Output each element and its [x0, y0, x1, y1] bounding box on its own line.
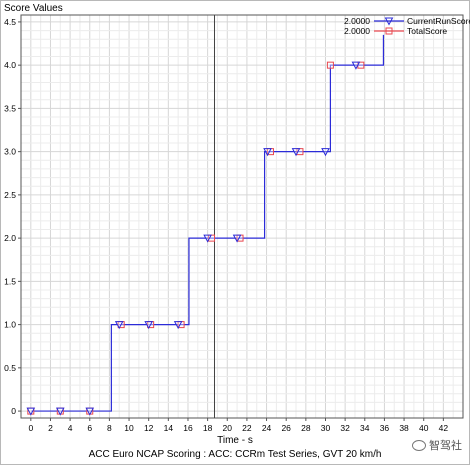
marker-currentrunscore [232, 234, 242, 243]
x-tick-label: 22 [242, 423, 252, 433]
x-tick-label: 38 [399, 423, 409, 433]
y-tick-label: 2.0 [4, 233, 16, 243]
x-axis-title: Time - s [217, 435, 253, 446]
watermark: 智驾社 [412, 437, 462, 453]
y-tick-label: 0.5 [4, 363, 16, 373]
marker-currentrunscore [291, 148, 301, 157]
marker-currentrunscore [85, 407, 95, 416]
marker-currentrunscore [114, 321, 124, 330]
marker-currentrunscore [173, 321, 183, 330]
chart-caption: ACC Euro NCAP Scoring : ACC: CCRm Test S… [88, 449, 382, 460]
x-tick-label: 24 [262, 423, 272, 433]
marker-totalscore [326, 61, 334, 69]
plot-border [20, 14, 464, 419]
x-tick-label: 34 [360, 423, 370, 433]
x-tick-label: 40 [419, 423, 429, 433]
series-line-currentrunscore [30, 34, 385, 412]
x-tick-label: 12 [144, 423, 154, 433]
speech-bubble-icon [412, 439, 426, 451]
grid [20, 15, 464, 418]
series-layer [26, 34, 385, 416]
marker-currentrunscore [55, 407, 65, 416]
x-tick-label: 6 [87, 423, 92, 433]
legend-value: 2.0000 [344, 26, 370, 36]
watermark-text: 智驾社 [429, 440, 462, 452]
x-tick-label: 18 [203, 423, 213, 433]
y-tick-label: 1.5 [4, 276, 16, 286]
x-tick-label: 26 [281, 423, 291, 433]
x-tick-label: 14 [164, 423, 174, 433]
marker-currentrunscore [203, 234, 212, 243]
x-tick-label: 30 [321, 423, 331, 433]
x-tick-label: 16 [183, 423, 193, 433]
x-tick-label: 42 [439, 423, 449, 433]
x-tick-label: 32 [340, 423, 350, 433]
x-tick-label: 0 [28, 423, 33, 433]
x-tick-label: 28 [301, 423, 311, 433]
marker-currentrunscore [263, 148, 272, 157]
marker-currentrunscore [26, 407, 36, 416]
y-tick-label: 0 [11, 406, 16, 416]
marker-currentrunscore [351, 61, 361, 70]
y-tick-label: 4.0 [4, 60, 16, 70]
x-tick-label: 36 [380, 423, 390, 433]
legend-label: TotalScore [407, 26, 447, 36]
x-tick-label: 20 [223, 423, 233, 433]
marker-currentrunscore [144, 321, 154, 330]
marker-currentrunscore [321, 148, 330, 157]
legend-value: 2.0000 [344, 16, 370, 26]
x-tick-label: 10 [124, 423, 134, 433]
y-tick-label: 4.5 [4, 17, 16, 27]
x-tick-label: 4 [68, 423, 73, 433]
y-tick-label: 3.0 [4, 147, 16, 157]
y-tick-label: 1.0 [4, 320, 16, 330]
axis-ticks: 0 2 4 6 8 10 12 14 16 18 20 22 24 26 28 30 32 34 36 38 40 420… [4, 17, 448, 433]
legend: 2.0000 CurrentRunScore 2.0000 TotalScore [344, 16, 470, 36]
x-tick-label: 2 [48, 423, 53, 433]
y-tick-label: 2.5 [4, 190, 16, 200]
y-axis-title: Score Values [4, 3, 63, 14]
y-tick-label: 3.5 [4, 103, 16, 113]
legend-label: CurrentRunScore [407, 16, 470, 26]
legend-marker-triangle [384, 17, 394, 26]
legend-marker-square [385, 27, 393, 35]
x-tick-label: 8 [107, 423, 112, 433]
